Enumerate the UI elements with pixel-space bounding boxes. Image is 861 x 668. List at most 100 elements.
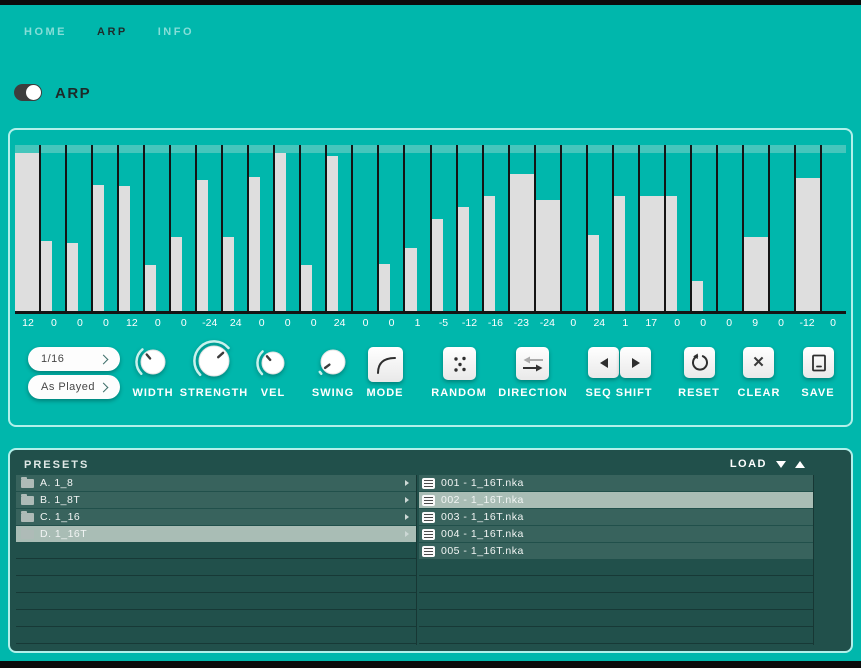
seq-step-26[interactable] (663, 145, 690, 311)
seq-step-3[interactable] (65, 145, 91, 311)
load-button[interactable]: LOAD (729, 458, 767, 470)
seq-step-19[interactable] (481, 145, 508, 311)
nav-tab-info[interactable]: INFO (157, 26, 195, 38)
seq-step-11[interactable] (273, 145, 299, 311)
seq-step-20[interactable] (507, 145, 534, 311)
step-bar[interactable] (171, 237, 183, 311)
seq-step-10[interactable] (247, 145, 273, 311)
step-bar[interactable] (587, 235, 599, 311)
seq-step-13[interactable] (325, 145, 351, 311)
strength-knob[interactable] (193, 340, 235, 382)
preset-file-row[interactable]: 003 - 1_16T.nka (419, 509, 813, 525)
seq-step-30[interactable] (767, 145, 794, 311)
note-order-dropdown[interactable]: As Played (28, 375, 120, 399)
step-transpose-value: 0 (154, 317, 161, 329)
seq-step-9[interactable] (221, 145, 247, 311)
seq-step-16[interactable] (403, 145, 429, 311)
seq-step-32[interactable] (819, 145, 846, 311)
step-bar[interactable] (41, 241, 53, 311)
preset-folder-row[interactable]: A. 1_8 (16, 475, 416, 491)
seq-step-5[interactable] (117, 145, 143, 311)
seq-shift-right-button[interactable] (620, 347, 651, 378)
step-bar[interactable] (275, 153, 287, 311)
seq-step-17[interactable] (429, 145, 456, 311)
width-knob[interactable] (135, 344, 171, 380)
nav-tab-home[interactable]: HOME (24, 26, 67, 38)
step-bar[interactable] (197, 180, 209, 311)
seq-step-12[interactable] (299, 145, 325, 311)
seq-step-15[interactable] (377, 145, 403, 311)
step-bar[interactable] (795, 178, 820, 311)
step-bar[interactable] (405, 248, 417, 311)
seq-step-7[interactable] (169, 145, 195, 311)
step-bar[interactable] (119, 186, 131, 311)
step-bar[interactable] (483, 196, 495, 311)
preset-folder-row[interactable]: C. 1_16 (16, 509, 416, 525)
step-bar[interactable] (535, 200, 560, 311)
file-list-icon (422, 494, 435, 506)
step-transpose-value: -12 (799, 317, 815, 329)
preset-file-row[interactable]: 002 - 1_16T.nka (419, 492, 813, 508)
preset-file-list: 001 - 1_16T.nka 002 - 1_16T.nka 003 - 1_16… (419, 475, 814, 645)
seq-step-14[interactable] (351, 145, 377, 311)
reset-button[interactable] (684, 347, 715, 378)
vel-knob[interactable] (256, 346, 290, 380)
step-bar[interactable] (431, 219, 443, 311)
step-bar[interactable] (613, 196, 625, 311)
step-bar[interactable] (327, 156, 339, 311)
random-label: RANDOM (431, 387, 487, 399)
nav-tab-arp[interactable]: ARP (97, 26, 128, 38)
seq-step-29[interactable] (741, 145, 768, 311)
step-bar[interactable] (67, 243, 79, 311)
x-icon: ✕ (752, 354, 765, 371)
random-button[interactable] (443, 347, 476, 380)
seq-step-27[interactable] (689, 145, 716, 311)
step-transpose-value: 0 (674, 317, 681, 329)
seq-step-8[interactable] (195, 145, 221, 311)
seq-step-24[interactable] (611, 145, 638, 311)
note-order-value: As Played (41, 381, 96, 393)
preset-folder-row[interactable]: D. 1_16T (16, 526, 416, 542)
step-bar[interactable] (665, 196, 677, 311)
seq-step-28[interactable] (715, 145, 742, 311)
seq-step-21[interactable] (533, 145, 560, 311)
seq-step-18[interactable] (455, 145, 482, 311)
step-bar[interactable] (249, 177, 261, 311)
seq-step-23[interactable] (585, 145, 612, 311)
collapse-down-icon[interactable] (776, 460, 786, 468)
step-bar[interactable] (509, 174, 534, 311)
step-bar[interactable] (93, 185, 105, 311)
preset-file-row[interactable]: 001 - 1_16T.nka (419, 475, 813, 491)
step-bar[interactable] (691, 281, 703, 311)
preset-folder-row[interactable]: B. 1_8T (16, 492, 416, 508)
seq-step-22[interactable] (559, 145, 586, 311)
preset-file-row[interactable]: 004 - 1_16T.nka (419, 526, 813, 542)
save-button[interactable] (803, 347, 834, 378)
direction-button[interactable] (516, 347, 549, 380)
step-bar[interactable] (379, 264, 391, 311)
step-bar[interactable] (639, 196, 664, 311)
step-bar[interactable] (145, 265, 157, 311)
seq-step-25[interactable] (637, 145, 664, 311)
seq-step-6[interactable] (143, 145, 169, 311)
step-bar[interactable] (457, 207, 469, 311)
step-bar[interactable] (15, 153, 40, 311)
seq-step-1[interactable] (15, 145, 40, 311)
clear-button[interactable]: ✕ (743, 347, 774, 378)
seq-shift-left-button[interactable] (588, 347, 619, 378)
seq-step-2[interactable] (39, 145, 65, 311)
mode-button[interactable] (368, 347, 403, 382)
step-bar[interactable] (223, 237, 235, 311)
rate-dropdown[interactable]: 1/16 (28, 347, 120, 371)
preset-file-row[interactable]: 005 - 1_16T.nka (419, 543, 813, 559)
step-bar[interactable] (743, 237, 768, 311)
load-controls: LOAD (730, 458, 805, 470)
step-bar[interactable] (301, 265, 313, 311)
swing-knob[interactable] (315, 344, 351, 380)
arp-on-toggle[interactable] (14, 84, 42, 101)
collapse-up-icon[interactable] (795, 460, 805, 468)
seq-step-4[interactable] (91, 145, 117, 311)
step-transpose-value: -23 (513, 317, 529, 329)
seq-step-31[interactable] (793, 145, 820, 311)
